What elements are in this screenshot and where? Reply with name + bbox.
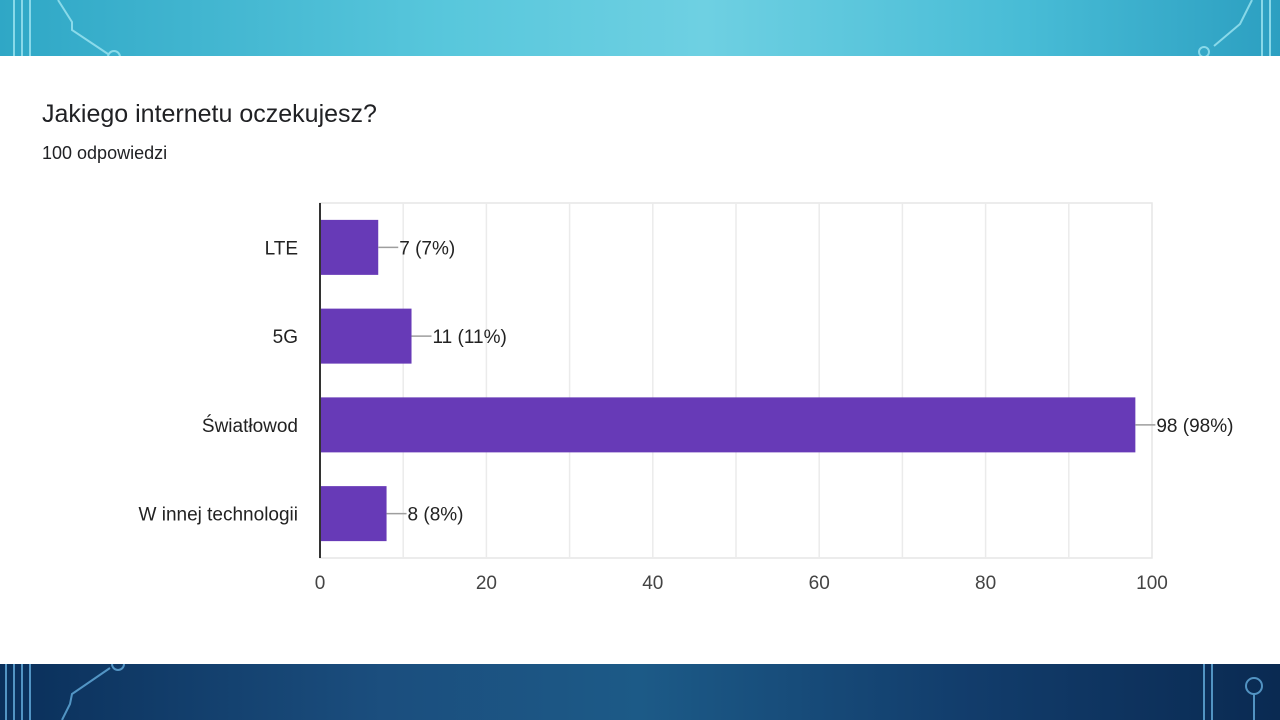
x-tick-label: 80 (975, 573, 996, 594)
x-tick-label: 40 (642, 573, 663, 594)
x-tick-label: 100 (1136, 573, 1168, 594)
circuit-decoration-top (13, 0, 1271, 56)
category-label: Światłowod (202, 415, 298, 437)
bar-0 (320, 219, 379, 275)
top-decorative-band (0, 0, 1280, 56)
data-label: 8 (8%) (408, 505, 464, 526)
data-label: 7 (7%) (399, 238, 455, 259)
data-label: 98 (98%) (1156, 416, 1233, 437)
bar-1 (320, 308, 412, 364)
data-label: 11 (11%) (433, 327, 507, 348)
x-tick-label: 0 (315, 573, 326, 594)
bar-2 (320, 397, 1136, 453)
bottom-decorative-band (0, 664, 1280, 720)
category-label: 5G (273, 327, 298, 348)
circuit-decoration-bottom (5, 664, 1263, 720)
question-title: Jakiego internetu oczekujesz? (42, 100, 377, 128)
x-tick-label: 60 (809, 573, 830, 594)
category-label: LTE (265, 238, 298, 259)
bar-3 (320, 486, 387, 542)
category-label: W innej technologii (139, 505, 298, 526)
x-tick-label: 20 (476, 573, 497, 594)
response-count: 100 odpowiedzi (42, 143, 168, 163)
